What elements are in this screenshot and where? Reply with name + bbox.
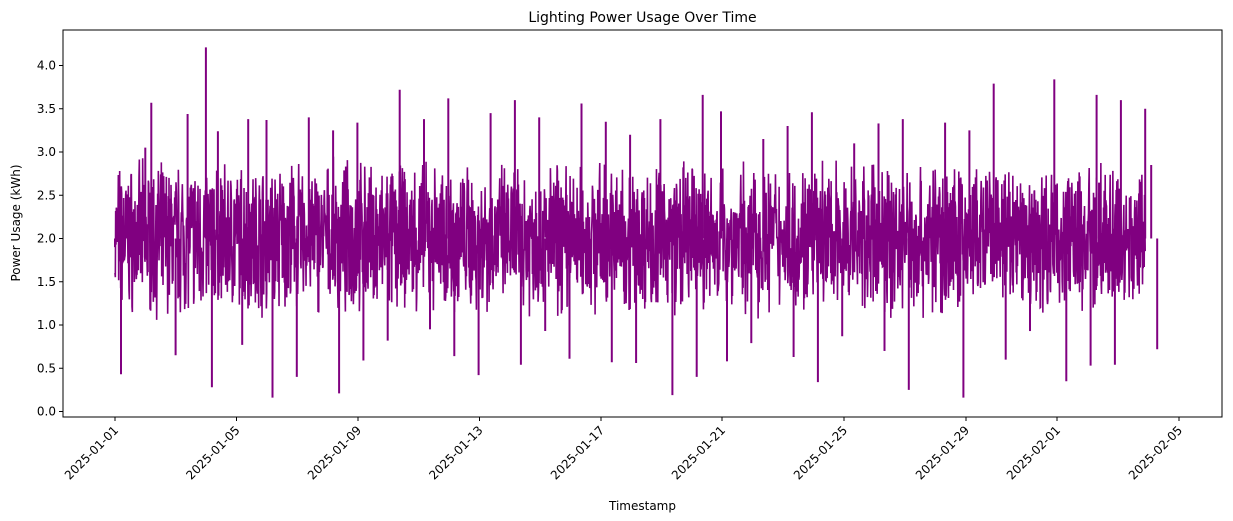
x-tick-label: 2025-01-25 [791, 423, 850, 482]
y-tick-label: 0.5 [37, 361, 56, 375]
x-tick-label: 2025-01-05 [183, 423, 242, 482]
x-tick-label: 2025-01-29 [913, 423, 972, 482]
series-lines [114, 47, 1159, 398]
y-tick-label: 1.5 [37, 275, 56, 289]
y-tick-label: 3.5 [37, 102, 56, 116]
x-axis: 2025-01-01 2025-01-05 2025-01-09 2025-01-13… [62, 417, 1185, 482]
y-axis: 0.0 0.5 1.0 1.5 2.0 2.5 3.0 3.5 4.0 [37, 59, 63, 419]
x-tick-label: 2025-01-13 [426, 423, 485, 482]
y-tick-label: 1.0 [37, 318, 56, 332]
series-line [114, 156, 1146, 320]
x-tick-label: 2025-02-05 [1126, 423, 1185, 482]
y-tick-label: 0.0 [37, 405, 56, 419]
x-tick-label: 2025-01-17 [548, 423, 607, 482]
x-tick-label: 2025-01-09 [305, 423, 364, 482]
plot-area: 0.00.51.01.52.02.53.03.54.0 2025-01-01 20… [37, 29, 1223, 482]
y-axis-label: Power Usage (kWh) [9, 164, 23, 281]
x-tick-label: 2025-01-21 [669, 423, 728, 482]
y-tick-label: 4.0 [37, 59, 56, 73]
x-tick-label: 2025-01-01 [62, 423, 121, 482]
x-axis-label: Timestamp [608, 499, 676, 513]
plot-frame [62, 29, 1223, 418]
y-tick-label: 3.0 [37, 145, 56, 159]
chart-title: Lighting Power Usage Over Time [528, 10, 756, 26]
y-tick-label: 2.5 [37, 188, 56, 202]
y-tick-label: 2.0 [37, 232, 56, 246]
x-tick-label: 2025-02-01 [1004, 423, 1063, 482]
